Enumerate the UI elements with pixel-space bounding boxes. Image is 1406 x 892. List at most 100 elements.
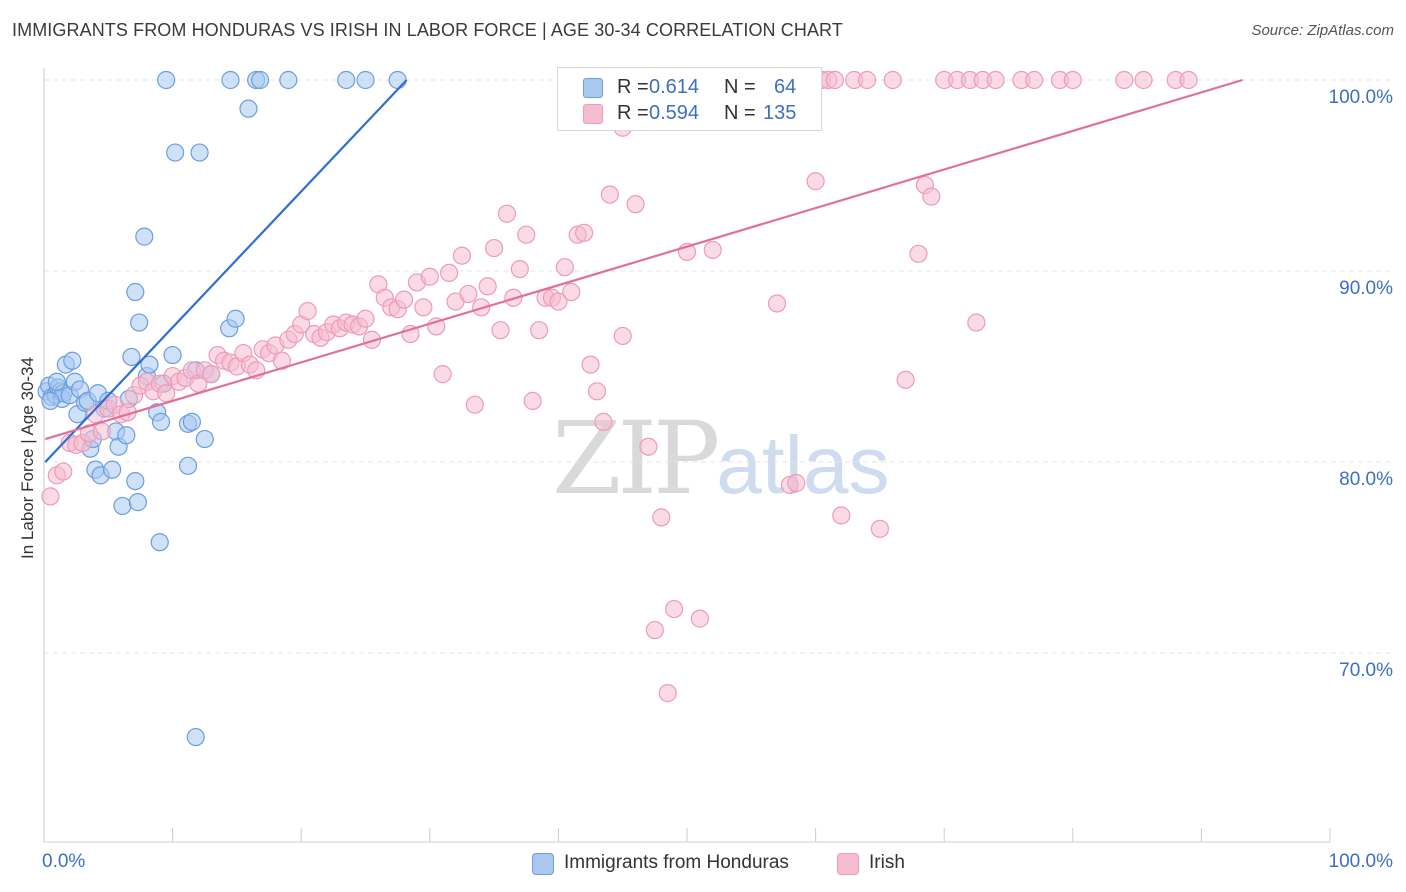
- point-irish: [626, 195, 645, 214]
- point-irish: [690, 609, 709, 628]
- point-irish: [806, 172, 825, 191]
- point-irish: [639, 437, 658, 456]
- point-irish: [922, 187, 941, 206]
- point-honduras: [163, 345, 182, 365]
- point-irish: [883, 70, 902, 90]
- point-irish: [870, 519, 890, 538]
- correlation-legend: R = 0.614 N = 64 R = 0.594 N = 135: [557, 67, 822, 131]
- point-honduras: [388, 70, 407, 90]
- point-honduras: [182, 412, 201, 431]
- point-honduras: [356, 70, 375, 90]
- point-honduras: [128, 493, 147, 512]
- legend-n-value: 135: [763, 102, 797, 124]
- watermark-zip: ZIP: [552, 400, 720, 517]
- point-irish: [703, 240, 722, 260]
- point-irish: [581, 355, 600, 374]
- point-honduras: [126, 472, 145, 491]
- legend-swatch-honduras: [583, 78, 603, 98]
- point-irish: [272, 351, 292, 370]
- point-honduras: [122, 347, 141, 367]
- legend-r-label: R =: [617, 102, 649, 124]
- point-irish: [909, 244, 928, 263]
- legend-swatch-honduras: [532, 853, 554, 875]
- point-irish: [665, 599, 684, 619]
- point-irish: [562, 282, 581, 302]
- point-irish: [549, 292, 568, 311]
- point-irish: [362, 330, 382, 349]
- point-irish: [439, 263, 459, 283]
- point-irish: [825, 70, 844, 90]
- watermark-atlas: atlas: [716, 420, 890, 511]
- y-tick-label-70: 70.0%: [1339, 660, 1393, 681]
- zipatlas-watermark: ZIPatlas: [552, 400, 890, 517]
- point-honduras: [337, 70, 356, 90]
- point-honduras: [117, 426, 136, 445]
- legend-label-honduras: Immigrants from Honduras: [564, 852, 789, 873]
- point-honduras: [130, 313, 149, 332]
- legend-r-value: 0.594: [649, 102, 700, 124]
- legend-n-label: N =: [724, 102, 756, 124]
- trendline-honduras: [44, 79, 408, 463]
- legend-swatch-irish: [583, 104, 603, 124]
- point-irish: [857, 70, 877, 90]
- point-honduras: [195, 429, 214, 449]
- point-irish: [594, 412, 613, 431]
- point-irish: [452, 246, 472, 265]
- series-legend: Immigrants from Honduras Irish: [0, 851, 1406, 879]
- point-honduras: [113, 496, 132, 516]
- point-irish: [587, 382, 607, 401]
- point-irish: [967, 313, 986, 332]
- point-irish: [986, 70, 1005, 90]
- point-irish: [202, 365, 221, 384]
- point-honduras: [279, 70, 298, 90]
- y-tick-label-90: 90.0%: [1339, 278, 1393, 299]
- point-irish: [478, 277, 497, 296]
- point-irish: [497, 204, 517, 223]
- point-irish: [652, 508, 671, 527]
- point-irish: [555, 258, 574, 277]
- point-irish: [420, 267, 439, 286]
- legend-label-irish: Irish: [869, 852, 905, 873]
- point-irish: [54, 462, 73, 481]
- point-irish: [658, 684, 677, 703]
- point-honduras: [221, 70, 240, 90]
- x-tick-label-100: 100.0%: [1328, 851, 1393, 872]
- point-irish: [414, 298, 433, 317]
- point-honduras: [226, 309, 245, 328]
- legend-r-value: 0.614: [649, 76, 700, 98]
- point-irish: [1179, 70, 1198, 90]
- point-irish: [459, 284, 478, 304]
- point-irish: [575, 223, 594, 242]
- point-irish: [523, 391, 542, 410]
- point-irish: [832, 506, 851, 525]
- point-irish: [510, 259, 529, 279]
- point-irish: [1115, 70, 1134, 90]
- legend-swatch-irish: [837, 853, 859, 875]
- point-honduras: [126, 282, 145, 302]
- y-tick-label-80: 80.0%: [1339, 469, 1393, 490]
- point-irish: [1063, 70, 1082, 90]
- point-honduras: [157, 70, 176, 90]
- point-irish: [896, 370, 915, 389]
- point-honduras: [166, 143, 185, 162]
- point-irish: [787, 473, 806, 493]
- point-irish: [613, 326, 632, 346]
- trendline-irish: [44, 78, 1243, 441]
- point-irish: [767, 294, 787, 313]
- point-irish: [298, 302, 317, 321]
- point-honduras: [47, 372, 66, 391]
- point-honduras: [190, 143, 209, 162]
- point-irish: [1134, 70, 1153, 90]
- point-irish: [491, 321, 510, 340]
- point-irish: [517, 225, 536, 244]
- point-honduras: [186, 727, 205, 747]
- point-honduras: [250, 70, 270, 90]
- legend-r-label: R =: [617, 76, 649, 98]
- point-honduras: [178, 456, 198, 475]
- legend-n-label: N =: [724, 76, 756, 98]
- point-honduras: [239, 99, 258, 118]
- y-tick-label-100: 100.0%: [1328, 87, 1393, 108]
- point-honduras: [63, 351, 82, 370]
- point-irish: [433, 365, 452, 384]
